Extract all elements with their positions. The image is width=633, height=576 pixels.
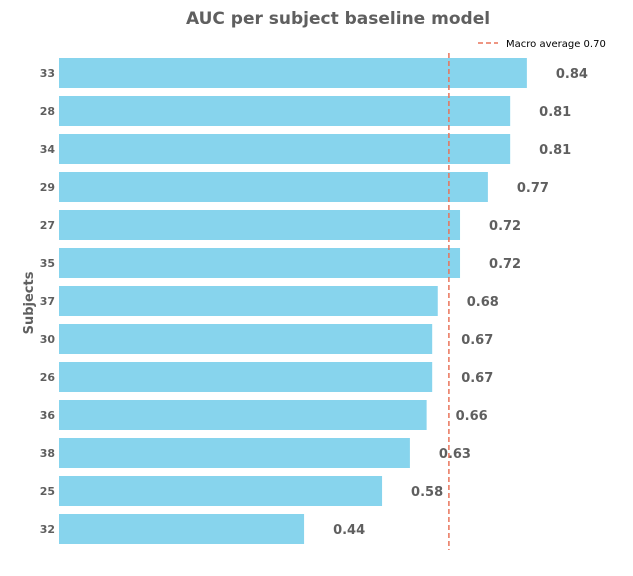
y-tick-label: 27 — [40, 219, 55, 232]
y-tick-label: 29 — [40, 181, 55, 194]
bar-subject-32 — [59, 514, 305, 544]
bar-subject-26 — [59, 362, 433, 392]
y-tick-label: 26 — [40, 371, 56, 384]
y-tick-label: 38 — [40, 447, 55, 460]
y-tick-labels: 33 28 34 29 27 35 37 30 26 36 38 25 32 — [40, 67, 56, 536]
bar-subject-37 — [59, 286, 438, 316]
value-label: 0.77 — [517, 181, 549, 196]
bar-subject-29 — [59, 172, 488, 202]
legend-label-reference-line: Macro average 0.70 — [506, 39, 606, 50]
value-label: 0.84 — [556, 67, 588, 82]
value-label: 0.81 — [539, 143, 571, 158]
bar-subject-35 — [59, 248, 461, 278]
value-label: 0.44 — [333, 523, 365, 538]
y-axis-label: Subjects — [22, 271, 37, 334]
y-tick-label: 35 — [40, 257, 55, 270]
bar-subject-33 — [59, 58, 527, 88]
value-label: 0.63 — [439, 447, 471, 462]
y-tick-label: 28 — [40, 105, 55, 118]
value-label: 0.66 — [456, 409, 488, 424]
bar-subject-34 — [59, 134, 511, 164]
y-tick-label: 32 — [40, 523, 55, 536]
bar-subject-28 — [59, 96, 511, 126]
value-label: 0.67 — [461, 371, 493, 386]
value-label: 0.72 — [489, 219, 521, 234]
bar-subject-27 — [59, 210, 461, 240]
y-tick-label: 37 — [40, 295, 55, 308]
value-label: 0.81 — [539, 105, 571, 120]
bar-subject-30 — [59, 324, 433, 354]
value-label: 0.58 — [411, 485, 443, 500]
y-tick-label: 36 — [40, 409, 56, 422]
y-tick-label: 34 — [40, 143, 56, 156]
y-tick-label: 30 — [40, 333, 56, 346]
y-tick-label: 25 — [40, 485, 55, 498]
bar-subject-38 — [59, 438, 410, 468]
bar-subject-36 — [59, 400, 427, 430]
value-labels: 0.84 0.81 0.81 0.77 0.72 0.72 0.68 0.67 0.67 0.66… — [333, 67, 588, 538]
value-label: 0.72 — [489, 257, 521, 272]
bar-subject-25 — [59, 476, 383, 506]
chart-title: AUC per subject baseline model — [186, 9, 490, 29]
value-label: 0.67 — [461, 333, 493, 348]
value-label: 0.68 — [467, 295, 499, 310]
bars-layer — [59, 58, 527, 544]
y-tick-label: 33 — [40, 67, 55, 80]
legend: Macro average 0.70 — [478, 39, 606, 50]
